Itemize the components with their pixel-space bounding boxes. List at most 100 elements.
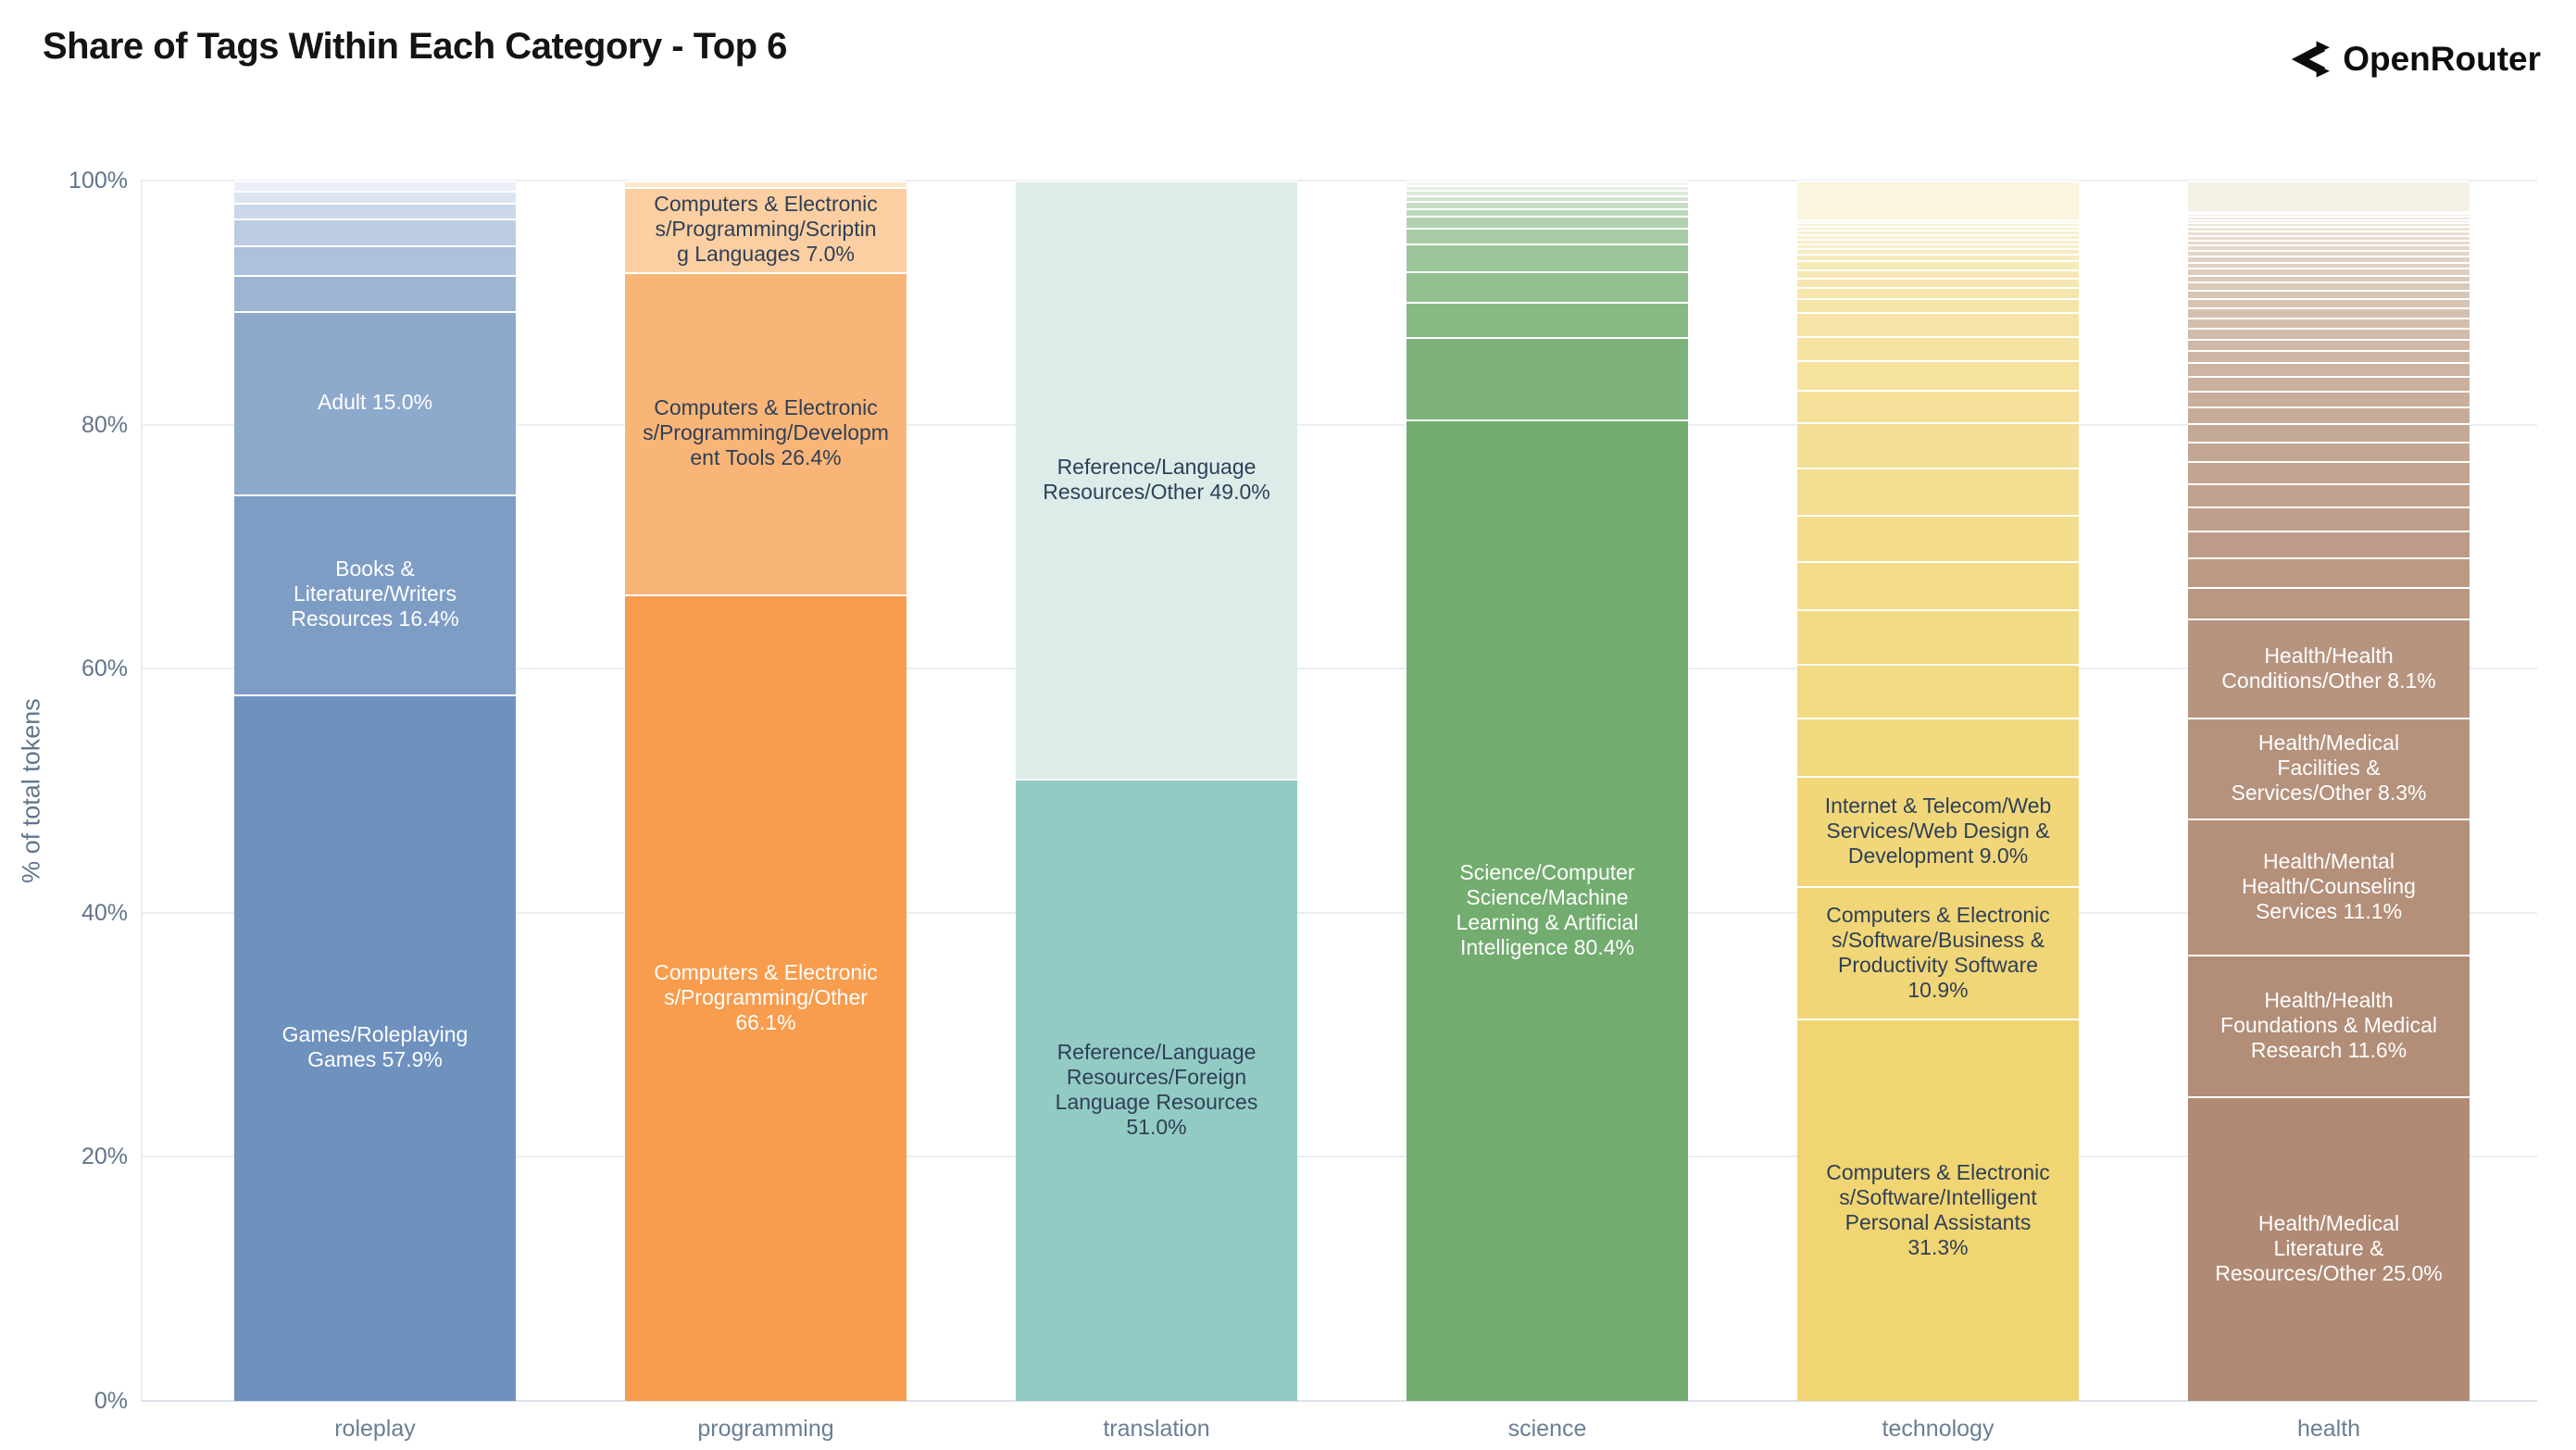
- segment-roleplay-minor-5[interactable]: [234, 218, 516, 245]
- segment-science-minor-3[interactable]: [1407, 271, 1688, 303]
- segment-health-minor-5[interactable]: [2188, 586, 2470, 619]
- segment-health-Health/Health Foundations & Medical Research[interactable]: Health/Health Foundations & Medical Rese…: [2188, 954, 2470, 1096]
- segment-technology-minor-21[interactable]: [1797, 243, 2079, 249]
- segment-roleplay-Games/Roleplaying Games[interactable]: Games/Roleplaying Games 57.9%: [234, 694, 516, 1401]
- segment-roleplay-Adult[interactable]: Adult 15.0%: [234, 311, 516, 494]
- segment-technology-minor-10[interactable]: [1797, 390, 2079, 422]
- segment-technology-minor-19[interactable]: [1797, 254, 2079, 261]
- segment-technology-minor-23[interactable]: [1797, 234, 2079, 239]
- segment-technology-minor-18[interactable]: [1797, 260, 2079, 269]
- segment-health-minor-28[interactable]: [2188, 256, 2470, 262]
- segment-health-minor-25[interactable]: [2188, 274, 2470, 282]
- segment-technology-minor-26[interactable]: [1797, 222, 2079, 227]
- segment-health-minor-30[interactable]: [2188, 244, 2470, 251]
- segment-technology-minor-27[interactable]: [1797, 219, 2079, 223]
- segment-programming-minor-3[interactable]: [625, 181, 907, 187]
- segment-technology-minor-28[interactable]: [1797, 181, 2079, 220]
- segment-health-minor-16[interactable]: [2188, 362, 2470, 376]
- segment-science-minor-10[interactable]: [1407, 189, 1688, 195]
- segment-health-minor-38[interactable]: [2188, 212, 2470, 217]
- segment-health-minor-21[interactable]: [2188, 307, 2470, 318]
- segment-science-minor-4[interactable]: [1407, 243, 1688, 272]
- segment-technology-minor-24[interactable]: [1797, 230, 2079, 234]
- segment-health-minor-20[interactable]: [2188, 317, 2470, 328]
- segment-health-minor-29[interactable]: [2188, 250, 2470, 256]
- segment-translation-Reference/Language Resources/Other[interactable]: Reference/Language Resources/Other 49.0%: [1016, 181, 1297, 779]
- segment-health-minor-17[interactable]: [2188, 350, 2470, 363]
- segment-technology-minor-17[interactable]: [1797, 269, 2079, 279]
- segment-health-minor-18[interactable]: [2188, 338, 2470, 351]
- segment-science-minor-9[interactable]: [1407, 194, 1688, 202]
- segment-technology-minor-3[interactable]: [1797, 717, 2079, 777]
- segment-science-minor-8[interactable]: [1407, 201, 1688, 208]
- segment-technology-Internet & Telecom/Web Services/Web Design & Development[interactable]: Internet & Telecom/Web Services/Web Desi…: [1797, 776, 2079, 886]
- segment-technology-minor-14[interactable]: [1797, 298, 2079, 312]
- segment-science-minor-5[interactable]: [1407, 227, 1688, 244]
- segment-technology-minor-6[interactable]: [1797, 561, 2079, 609]
- bar-technology[interactable]: Computers & Electronic s/Software/Intell…: [1797, 181, 2079, 1401]
- segment-science-minor-11[interactable]: [1407, 184, 1688, 190]
- segment-technology-minor-4[interactable]: [1797, 663, 2079, 718]
- segment-health-minor-15[interactable]: [2188, 375, 2470, 391]
- segment-programming-Computers & Electronics/Programming/Other[interactable]: Computers & Electronic s/Programming/Oth…: [625, 594, 907, 1401]
- segment-health-minor-37[interactable]: [2188, 216, 2470, 219]
- segment-technology-minor-20[interactable]: [1797, 248, 2079, 255]
- segment-science-minor-12[interactable]: [1407, 181, 1688, 185]
- segment-health-minor-9[interactable]: [2188, 482, 2470, 506]
- segment-technology-Computers & Electronics/Software/Intelligent Personal Assistants[interactable]: Computers & Electronic s/Software/Intell…: [1797, 1019, 2079, 1401]
- bar-translation[interactable]: Reference/Language Resources/Foreign Lan…: [1016, 181, 1297, 1401]
- segment-technology-minor-8[interactable]: [1797, 467, 2079, 516]
- segment-health-minor-12[interactable]: [2188, 423, 2470, 443]
- segment-health-minor-34[interactable]: [2188, 226, 2470, 231]
- segment-health-minor-8[interactable]: [2188, 506, 2470, 531]
- segment-roleplay-minor-6[interactable]: [234, 202, 516, 219]
- segment-science-minor-2[interactable]: [1407, 302, 1688, 338]
- segment-roleplay-minor-7[interactable]: [234, 190, 516, 203]
- segment-health-minor-13[interactable]: [2188, 406, 2470, 424]
- segment-technology-minor-13[interactable]: [1797, 311, 2079, 337]
- segment-health-minor-7[interactable]: [2188, 531, 2470, 558]
- segment-health-Health/Medical Facilities & Services/Other[interactable]: Health/Medical Facilities & Services/Oth…: [2188, 717, 2470, 819]
- segment-technology-minor-22[interactable]: [1797, 238, 2079, 244]
- segment-health-minor-6[interactable]: [2188, 557, 2470, 587]
- segment-technology-minor-11[interactable]: [1797, 360, 2079, 391]
- segment-programming-Computers & Electronics/Programming/Scripting Languages[interactable]: Computers & Electronic s/Programming/Scr…: [625, 186, 907, 272]
- segment-science-minor-7[interactable]: [1407, 207, 1688, 216]
- segment-science-Science/Computer Science/Machine Learning & Artificial Intelligence[interactable]: Science/Computer Science/Machine Learnin…: [1407, 419, 1688, 1401]
- segment-technology-minor-9[interactable]: [1797, 421, 2079, 468]
- segment-health-minor-10[interactable]: [2188, 461, 2470, 483]
- segment-technology-minor-16[interactable]: [1797, 278, 2079, 288]
- segment-technology-minor-15[interactable]: [1797, 287, 2079, 299]
- segment-health-minor-35[interactable]: [2188, 222, 2470, 227]
- segment-translation-Reference/Language Resources/Foreign Language Resources[interactable]: Reference/Language Resources/Foreign Lan…: [1016, 778, 1297, 1401]
- segment-health-minor-24[interactable]: [2188, 281, 2470, 290]
- segment-health-Health/Health Conditions/Other[interactable]: Health/Health Conditions/Other 8.1%: [2188, 619, 2470, 718]
- bar-roleplay[interactable]: Games/Roleplaying Games 57.9% Books & Lit…: [234, 181, 516, 1401]
- segment-programming-Computers & Electronics/Programming/Development Tools[interactable]: Computers & Electronic s/Programming/Dev…: [625, 271, 907, 594]
- segment-health-minor-36[interactable]: [2188, 219, 2470, 223]
- segment-roleplay-Books & Literature/Writers Resources[interactable]: Books & Literature/Writers Resources 16.…: [234, 494, 516, 694]
- segment-health-minor-11[interactable]: [2188, 442, 2470, 462]
- segment-health-minor-14[interactable]: [2188, 390, 2470, 406]
- segment-technology-minor-7[interactable]: [1797, 515, 2079, 562]
- bar-health[interactable]: Health/Medical Literature & Resources/Ot…: [2188, 181, 2470, 1401]
- segment-health-minor-40[interactable]: [2188, 181, 2470, 211]
- segment-science-minor-6[interactable]: [1407, 215, 1688, 228]
- segment-technology-minor-12[interactable]: [1797, 336, 2079, 361]
- segment-science-minor-1[interactable]: [1407, 337, 1688, 420]
- segment-health-minor-31[interactable]: [2188, 239, 2470, 245]
- segment-health-minor-32[interactable]: [2188, 234, 2470, 240]
- segment-health-Health/Medical Literature & Resources/Other[interactable]: Health/Medical Literature & Resources/Ot…: [2188, 1095, 2470, 1401]
- segment-technology-minor-5[interactable]: [1797, 608, 2079, 664]
- segment-health-minor-26[interactable]: [2188, 268, 2470, 275]
- segment-technology-minor-25[interactable]: [1797, 226, 2079, 231]
- segment-roleplay-minor-4[interactable]: [234, 244, 516, 275]
- segment-roleplay-minor-3[interactable]: [234, 274, 516, 312]
- segment-health-minor-19[interactable]: [2188, 327, 2470, 339]
- segment-health-minor-23[interactable]: [2188, 289, 2470, 299]
- bar-science[interactable]: Science/Computer Science/Machine Learnin…: [1407, 181, 1688, 1401]
- segment-health-Health/Mental Health/Counseling Services[interactable]: Health/Mental Health/Counseling Services…: [2188, 819, 2470, 955]
- segment-roleplay-minor-8[interactable]: [234, 181, 516, 191]
- segment-health-minor-39[interactable]: [2188, 210, 2470, 213]
- segment-health-minor-27[interactable]: [2188, 261, 2470, 269]
